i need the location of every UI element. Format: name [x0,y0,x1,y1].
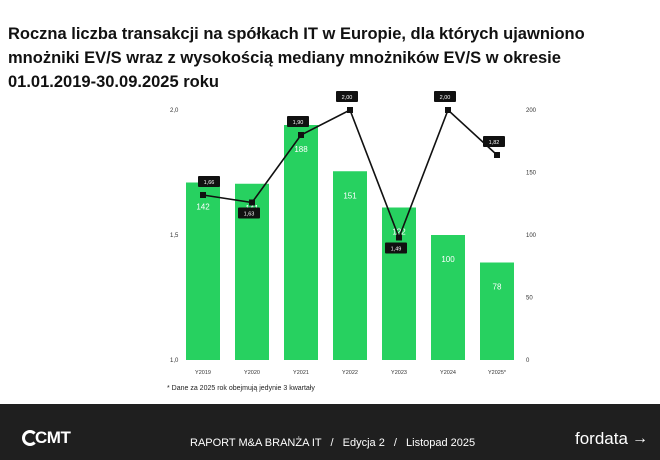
y-right-tick-label: 150 [526,171,537,177]
report-date: Listopad 2025 [406,437,476,449]
y-right-tick-label: 50 [526,296,533,302]
line-value-box [336,91,358,102]
y-left-tick-label: 1,5 [170,233,179,239]
line-value-label: 1,82 [489,140,500,146]
chart-title: Roczna liczba transakcji na spółkach IT … [8,22,658,94]
separator: / [393,437,397,449]
line-value-box [198,176,220,187]
bar-value-label: 142 [196,203,210,212]
bar [382,207,416,360]
line-point [494,152,500,158]
line-point [347,107,353,113]
separator: / [330,437,334,449]
cmt-logo-icon [22,430,38,446]
y-right-tick-label: 0 [526,358,530,364]
bar-value-label: 188 [294,145,308,154]
title-line-1: Roczna liczba transakcji na spółkach IT … [8,25,585,43]
bar-value-label: 100 [441,255,455,264]
line-value-box [385,242,407,254]
bar [333,171,367,360]
footnote: * Dane za 2025 rok obejmują jedynie 3 kw… [167,385,315,392]
line-value-label: 1,90 [293,120,304,126]
x-tick-label: Y2025* [488,370,507,376]
line-value-label: 1,63 [244,212,255,218]
line-point [249,199,255,206]
footer-bar: CMT RAPORT M&A BRANŻA IT / Edycja 2 / Li… [0,404,660,460]
bar-value-label: 78 [493,283,502,292]
y-left-tick-label: 2,0 [170,108,179,114]
cmt-logo: CMT [22,428,71,448]
bar [480,262,514,360]
x-tick-label: Y2019 [195,370,211,376]
arrow-right-icon: → [631,430,648,447]
line-value-box [238,207,260,219]
line-point [396,234,402,241]
line-value-label: 2,00 [440,95,451,101]
line-value-label: 1,49 [391,247,402,253]
bar [431,235,465,360]
line-value-box [434,91,456,102]
report-edition: Edycja 2 [342,437,385,449]
y-right-tick-label: 100 [526,233,537,239]
line-point [445,107,451,113]
line-point [200,192,206,198]
line-value-label: 1,66 [204,180,215,186]
title-line-3: 01.01.2019-30.09.2025 roku [8,73,219,91]
x-tick-label: Y2024 [440,370,456,376]
x-tick-label: Y2020 [244,370,260,376]
combo-chart: 1,01,52,00501001502001421411881511221007… [170,91,537,376]
x-tick-label: Y2023 [391,370,407,376]
x-tick-label: Y2021 [293,370,309,376]
title-line-2: mnożniki EV/S wraz z wysokością mediany … [8,49,561,67]
x-tick-label: Y2022 [342,370,358,376]
report-title: RAPORT M&A BRANŻA IT [190,437,322,449]
y-right-tick-label: 200 [526,108,537,114]
line-point [298,132,304,138]
bar [186,182,220,360]
bar-value-label: 151 [343,191,357,200]
fordata-logo: fordata → [575,429,648,448]
line-value-box [483,136,505,147]
report-info: RAPORT M&A BRANŻA IT / Edycja 2 / Listop… [190,437,475,449]
bar-value-label: 122 [392,228,406,237]
line-value-box [287,116,309,127]
bar [284,125,318,360]
y-left-tick-label: 1,0 [170,358,179,364]
line-value-label: 2,00 [342,95,353,101]
